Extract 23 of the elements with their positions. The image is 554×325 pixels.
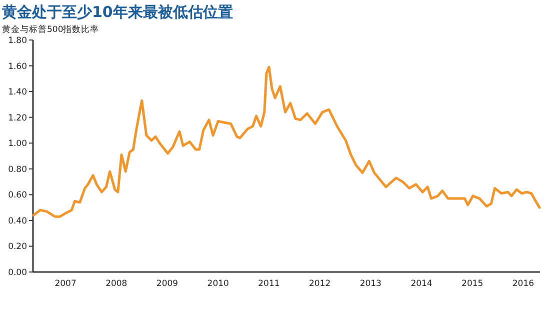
x-tick-label: 2009 bbox=[156, 279, 178, 289]
x-tick-label: 2008 bbox=[106, 279, 128, 289]
y-tick-label: 0.00 bbox=[8, 268, 27, 278]
chart-subtitle: 黄金与标普500指数比率 bbox=[2, 24, 100, 35]
line-series bbox=[32, 66, 541, 218]
y-tick-label: 0.60 bbox=[8, 190, 27, 201]
x-tick-label: 2007 bbox=[54, 279, 76, 289]
x-tick-label: 2010 bbox=[207, 279, 229, 289]
x-tick-label: 2013 bbox=[360, 279, 382, 289]
x-tick-label: 2014 bbox=[410, 279, 432, 289]
y-tick-label: 1.60 bbox=[8, 62, 27, 72]
x-tick-label: 2012 bbox=[308, 279, 331, 289]
x-tick-label: 2016 bbox=[512, 279, 534, 289]
y-tick-label: 1.80 bbox=[8, 36, 27, 46]
x-tick-label: 2015 bbox=[462, 279, 484, 289]
y-tick-label: 1.40 bbox=[8, 88, 27, 98]
y-tick-label: 0.80 bbox=[8, 164, 27, 175]
y-tick-label: 0.20 bbox=[8, 242, 27, 252]
chart-title: 黄金处于至少10年来最被低估位置 bbox=[1, 3, 233, 21]
y-tick-label: 1.00 bbox=[8, 139, 27, 150]
x-tick-label: 2011 bbox=[258, 279, 280, 289]
y-tick-label: 1.20 bbox=[8, 113, 27, 124]
y-tick-label: 0.40 bbox=[8, 216, 27, 226]
